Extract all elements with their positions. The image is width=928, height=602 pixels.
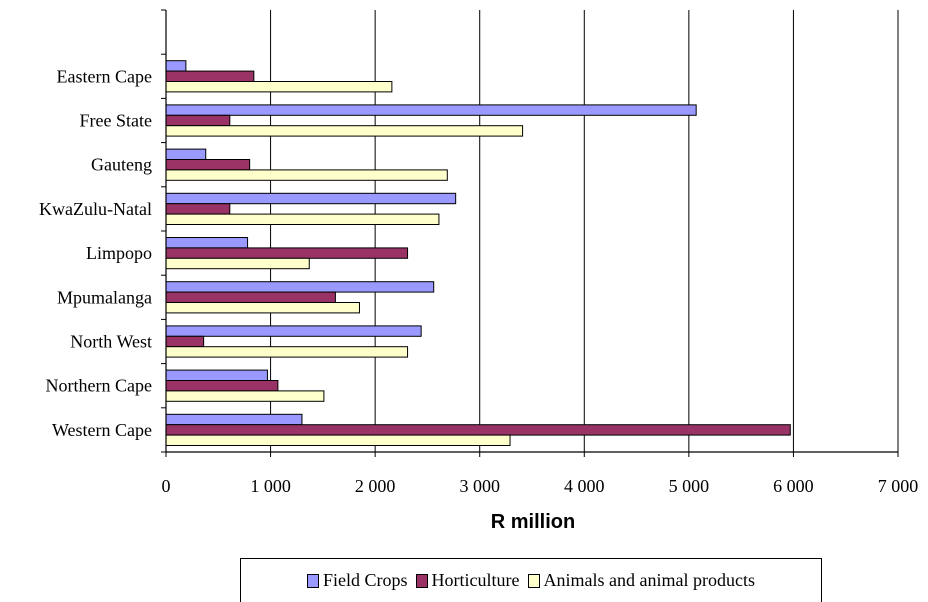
category-label: Eastern Cape (57, 66, 152, 86)
bar-animals-and-animal-products (165, 302, 360, 314)
bar-horticulture (165, 291, 336, 304)
x-tick-label: 3 000 (459, 476, 500, 496)
legend-label: Animals and animal products (543, 570, 755, 590)
legend-swatch (307, 573, 320, 588)
bar-field-crops (165, 413, 303, 426)
x-tick-label: 1 000 (250, 476, 291, 496)
bar-animals-and-animal-products (165, 390, 325, 402)
category-label: Gauteng (91, 155, 152, 175)
legend: Field Crops Horticulture Animals and anima… (240, 558, 822, 602)
bar-horticulture (165, 247, 409, 259)
gridlines (270, 10, 899, 452)
bar-animals-and-animal-products (165, 434, 511, 447)
bar-field-crops (165, 237, 249, 249)
bar-animals-and-animal-products (165, 125, 524, 137)
category-label: Limpopo (86, 243, 152, 263)
category-label: KwaZulu-Natal (39, 199, 152, 219)
bar-horticulture (165, 70, 255, 82)
legend-item: Horticulture (415, 570, 520, 591)
legend-item: Field Crops (307, 570, 408, 591)
bar-animals-and-animal-products (165, 257, 310, 270)
bars (165, 60, 791, 447)
bar-animals-and-animal-products (165, 346, 409, 358)
bar-field-crops (165, 281, 435, 293)
category-label: Free State (80, 111, 152, 131)
category-label: Mpumalanga (57, 287, 152, 307)
bar-animals-and-animal-products (165, 169, 448, 181)
category-label: North West (70, 332, 152, 352)
bar-field-crops (165, 325, 422, 337)
legend-swatch (415, 573, 428, 588)
x-tick-labels: 0 1 000 2 000 3 000 4 000 5 000 6 000 7 000 (162, 476, 919, 496)
category-label: Western Cape (52, 420, 152, 440)
bar-field-crops (165, 369, 268, 382)
bar-animals-and-animal-products (165, 213, 440, 226)
bar-field-crops (165, 192, 457, 205)
bar-field-crops (165, 148, 207, 161)
x-tick-label: 5 000 (669, 476, 710, 496)
legend-label: Horticulture (431, 570, 520, 590)
x-tick-label: 6 000 (773, 476, 814, 496)
bar-horticulture (165, 114, 231, 127)
legend-label: Field Crops (323, 570, 408, 590)
x-tick-label: 4 000 (564, 476, 605, 496)
bar-horticulture (165, 203, 231, 215)
bar-horticulture (165, 424, 791, 436)
x-tick-label: 7 000 (878, 476, 919, 496)
legend-item: Animals and animal products (527, 570, 755, 591)
category-label: Northern Cape (46, 376, 152, 396)
x-axis-title: R million (491, 511, 575, 533)
bar-field-crops (165, 60, 187, 72)
x-tick-label: 2 000 (355, 476, 396, 496)
bar-horticulture (165, 335, 205, 348)
legend-swatch (527, 573, 540, 588)
bar-horticulture (165, 159, 251, 171)
bar-animals-and-animal-products (165, 81, 393, 93)
bar-field-crops (165, 104, 697, 116)
bar-horticulture (165, 380, 279, 392)
axes (161, 9, 899, 457)
category-labels: Eastern Cape Free State Gauteng KwaZulu-Nat… (39, 66, 152, 440)
x-tick-label: 0 (162, 476, 171, 496)
